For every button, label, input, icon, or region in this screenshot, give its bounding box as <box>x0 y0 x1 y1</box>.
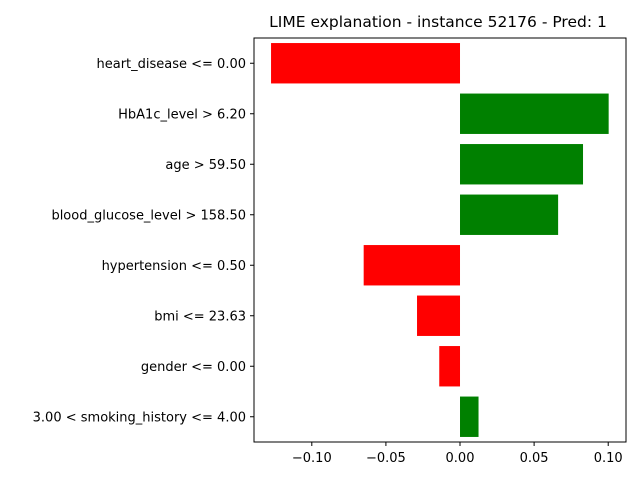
bar-6 <box>439 346 461 387</box>
bar-7 <box>460 396 479 437</box>
category-label-3: blood_glucose_level > 158.50 <box>51 208 246 223</box>
category-label-6: gender <= 0.00 <box>141 360 246 375</box>
category-label-5: bmi <= 23.63 <box>154 309 246 324</box>
category-label-0: heart_disease <= 0.00 <box>96 57 246 72</box>
category-label-7: 3.00 < smoking_history <= 4.00 <box>33 410 246 425</box>
bar-0 <box>271 43 461 84</box>
x-tick-label-1: −0.05 <box>366 451 406 466</box>
x-tick-label-0: −0.10 <box>292 451 332 466</box>
category-label-4: hypertension <= 0.50 <box>102 259 246 274</box>
bars-group <box>271 43 609 437</box>
bar-3 <box>460 194 559 235</box>
x-tick-label-2: 0.00 <box>446 451 475 466</box>
bar-2 <box>460 144 584 185</box>
category-labels: heart_disease <= 0.00 HbA1c_level > 6.20 a… <box>33 57 254 425</box>
x-axis: −0.10 −0.05 0.00 0.05 0.10 <box>292 442 623 466</box>
x-tick-label-4: 0.10 <box>594 451 623 466</box>
chart-title: LIME explanation - instance 52176 - Pred… <box>269 13 607 31</box>
bar-4 <box>363 245 461 286</box>
bar-5 <box>417 295 461 336</box>
category-label-2: age > 59.50 <box>165 158 246 173</box>
bar-1 <box>460 93 609 134</box>
plot-frame <box>253 37 627 443</box>
x-tick-label-3: 0.05 <box>520 451 549 466</box>
category-label-1: HbA1c_level > 6.20 <box>118 107 246 122</box>
